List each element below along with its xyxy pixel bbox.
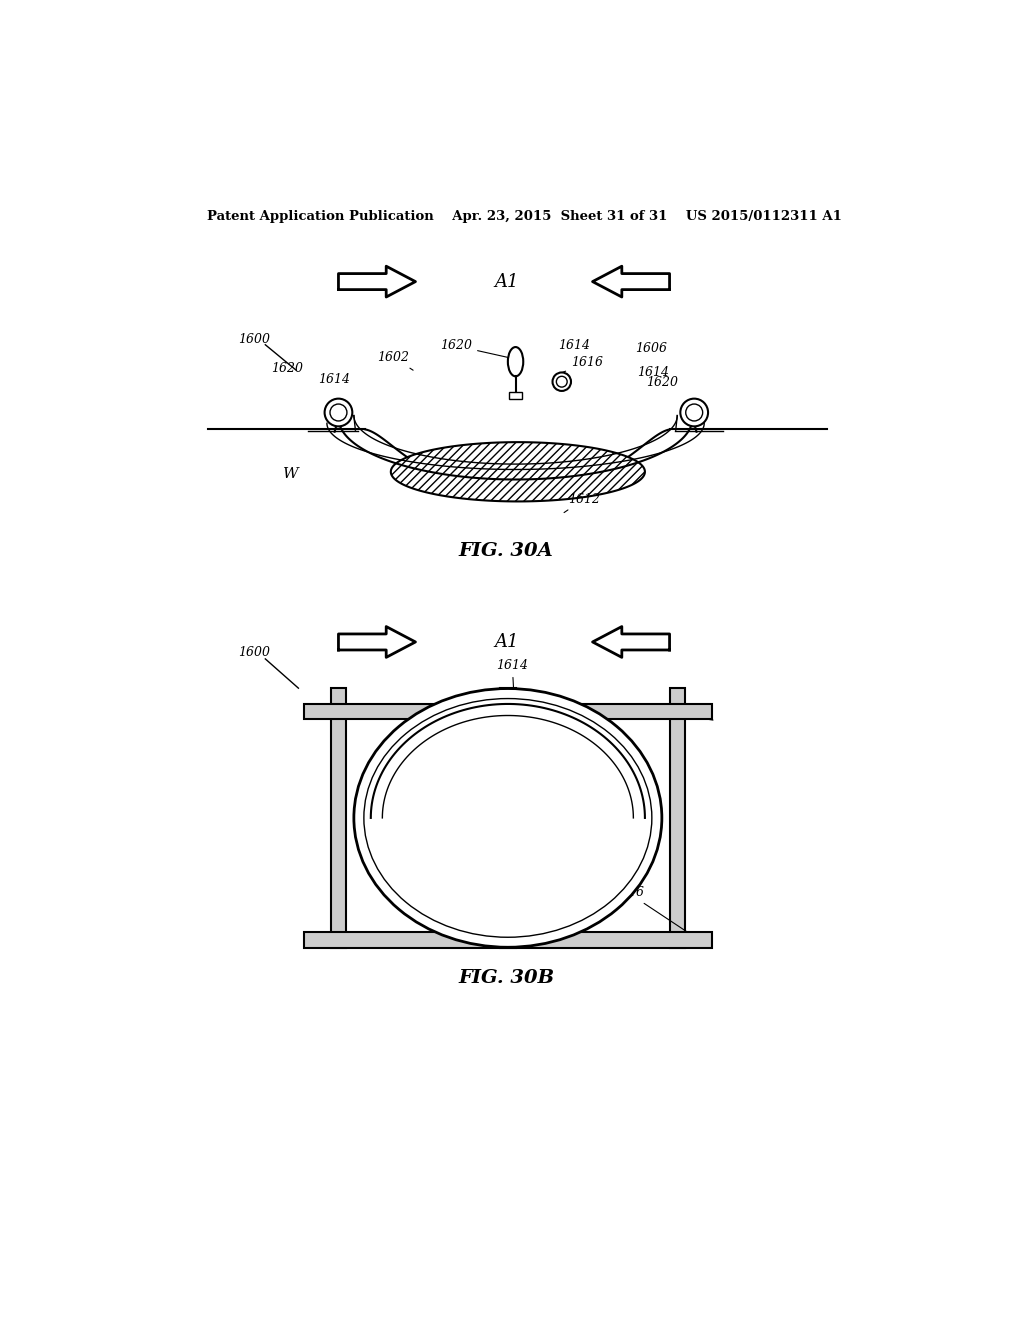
Text: 1606: 1606	[635, 342, 667, 355]
Circle shape	[553, 372, 571, 391]
Text: FIG. 30A: FIG. 30A	[459, 543, 554, 560]
Text: 1614: 1614	[558, 339, 590, 352]
Text: 1614: 1614	[317, 374, 349, 387]
Ellipse shape	[508, 347, 523, 376]
Polygon shape	[593, 267, 670, 297]
Text: 1620: 1620	[646, 376, 679, 389]
Text: 1602: 1602	[377, 351, 413, 370]
Text: 1612: 1612	[564, 492, 600, 512]
Polygon shape	[339, 267, 416, 297]
Text: 1602: 1602	[316, 709, 349, 722]
Polygon shape	[391, 442, 645, 502]
Bar	[500, 688, 515, 948]
Bar	[331, 688, 346, 948]
Text: W: W	[283, 467, 299, 480]
Text: 1614: 1614	[497, 659, 528, 694]
Text: 1612: 1612	[590, 764, 644, 793]
Polygon shape	[339, 627, 416, 657]
Text: Patent Application Publication    Apr. 23, 2015  Sheet 31 of 31    US 2015/01123: Patent Application Publication Apr. 23, …	[208, 210, 842, 223]
Text: 1600: 1600	[238, 647, 269, 659]
Polygon shape	[593, 627, 670, 657]
Text: 1600: 1600	[238, 333, 269, 346]
Bar	[670, 688, 685, 948]
Ellipse shape	[354, 689, 662, 948]
Text: 1616: 1616	[611, 886, 689, 933]
Text: A1: A1	[494, 273, 518, 290]
Text: 1620: 1620	[440, 339, 517, 359]
Text: 1616: 1616	[555, 356, 603, 375]
Text: 1616: 1616	[636, 705, 713, 721]
Circle shape	[680, 399, 708, 426]
Text: A1: A1	[494, 634, 518, 651]
Ellipse shape	[364, 698, 652, 937]
Bar	[509, 392, 521, 399]
Bar	[304, 932, 712, 948]
Circle shape	[325, 399, 352, 426]
Text: 1620: 1620	[271, 363, 303, 375]
Text: 1614: 1614	[637, 366, 670, 379]
Text: FIG. 30B: FIG. 30B	[459, 969, 554, 987]
Bar	[304, 704, 712, 719]
